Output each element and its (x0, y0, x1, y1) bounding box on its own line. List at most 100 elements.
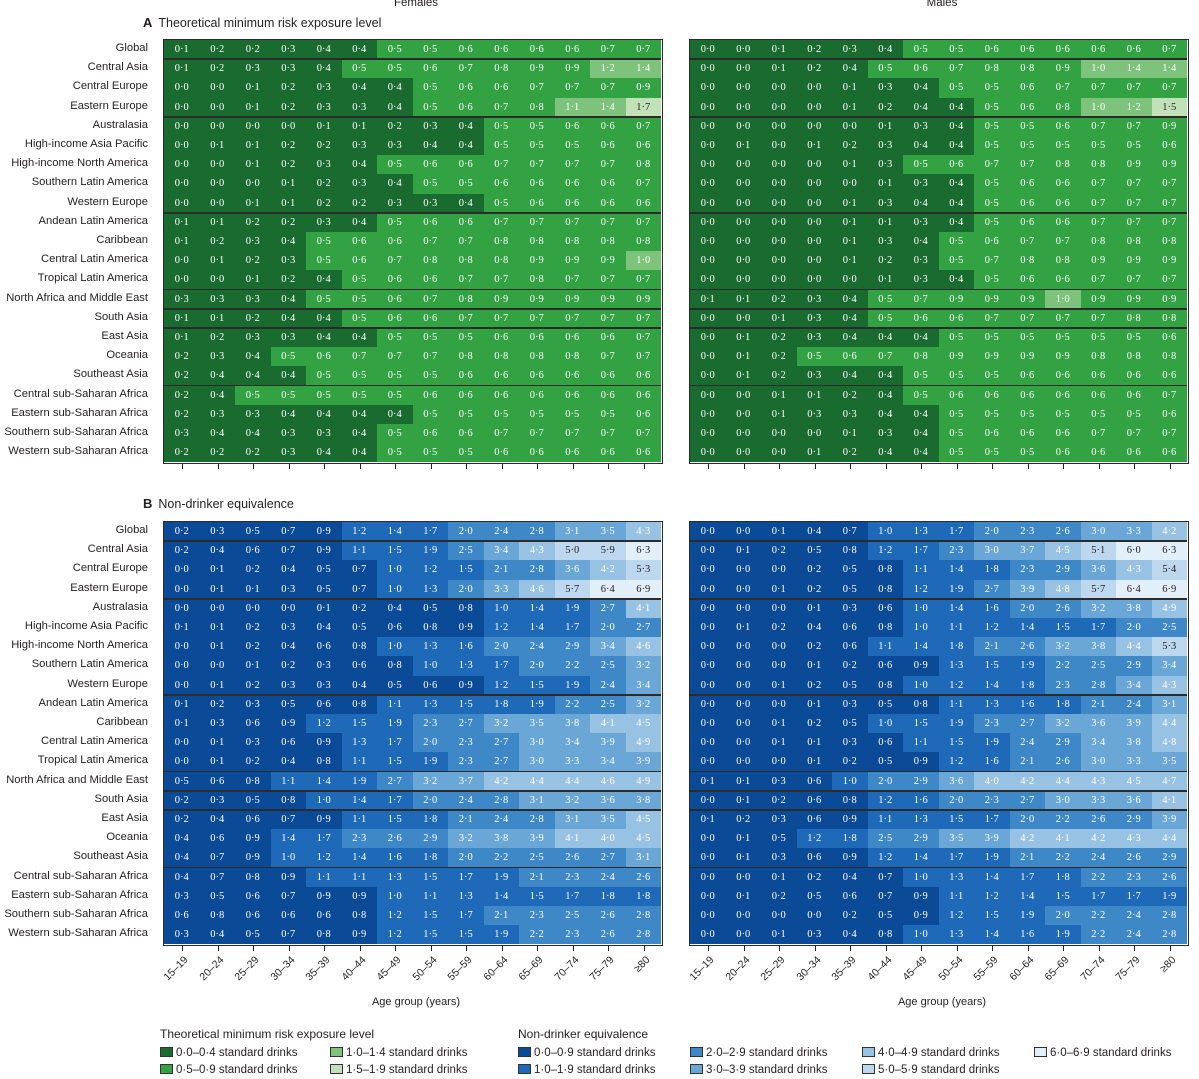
heatmap-cell: 3·2 (1045, 714, 1081, 734)
heatmap-cell: 0·5 (903, 155, 939, 175)
heatmap-cell: 0·6 (235, 714, 271, 734)
heatmap-cell: 0·4 (832, 59, 868, 79)
heatmap-cell: 0·6 (448, 424, 484, 444)
heatmap-cell: 2·8 (1151, 925, 1187, 945)
heatmap-cell: 0·5 (867, 59, 903, 79)
heatmap-cell: 1·3 (938, 867, 974, 887)
heatmap-cell: 0·7 (1009, 232, 1045, 252)
heatmap-cell: 0·2 (796, 867, 832, 887)
heatmap-cell: 0·9 (1009, 347, 1045, 367)
heatmap-cell: 2·6 (625, 867, 661, 887)
heatmap-cell: 0·0 (235, 116, 271, 136)
heatmap-cell: 0·5 (1009, 136, 1045, 156)
heatmap-cell: 0·4 (903, 78, 939, 98)
heatmap-cell: 0·0 (796, 193, 832, 213)
heatmap-cell: 0·5 (1080, 404, 1116, 424)
heatmap-cell: 0·2 (235, 443, 271, 463)
heatmap-cell: 3·4 (483, 541, 519, 561)
heatmap-cell: 2·8 (625, 925, 661, 945)
heatmap-cell: 0·4 (377, 78, 413, 98)
heatmap-cell: 1·4 (974, 925, 1010, 945)
heatmap-cell: 0·5 (974, 97, 1010, 117)
group-separator (164, 770, 661, 773)
heatmap-cell: 0·9 (1116, 289, 1152, 309)
heatmap-cell: 0·8 (1045, 251, 1081, 271)
heatmap-cell: 0·4 (867, 40, 903, 60)
heatmap-cell: 3·5 (1151, 752, 1187, 772)
heatmap-cell: 1·8 (974, 560, 1010, 580)
heatmap-cell: 0·4 (199, 424, 235, 444)
heatmap-cell: 4·1 (625, 598, 661, 618)
heatmap-cell: 1·9 (1009, 906, 1045, 926)
heatmap-cell: 0·4 (377, 598, 413, 618)
heatmap-cell: 0·6 (796, 810, 832, 830)
heatmap-cell: 1·8 (412, 810, 448, 830)
heatmap-cell: 0·0 (690, 637, 726, 657)
heatmap-cell: 0·8 (270, 790, 306, 810)
heatmap-cell: 1·2 (377, 906, 413, 926)
heatmap-cell: 0·7 (448, 308, 484, 328)
heatmap-cell: 1·3 (341, 733, 377, 753)
heatmap-cell: 3·7 (1009, 541, 1045, 561)
legend-item: 2·0–2·9 standard drinks (690, 1045, 827, 1062)
heatmap-cell: 0·6 (306, 637, 342, 657)
heatmap-cell: 0·7 (270, 541, 306, 561)
heatmap-cell: 0·9 (270, 714, 306, 734)
heatmap-cell: 0·7 (554, 212, 590, 232)
heatmap-cell: 0·0 (761, 212, 797, 232)
heatmap-cell: 1·2 (938, 752, 974, 772)
heatmap-cell: 0·7 (974, 308, 1010, 328)
heatmap-cell: 0·6 (796, 848, 832, 868)
heatmap-cell: 0·6 (590, 328, 626, 348)
x-tick-label: 15–19 (161, 954, 191, 984)
heatmap-cell: 0·0 (725, 232, 761, 252)
heatmap-cell: 1·0 (306, 790, 342, 810)
heatmap-cell: 0·6 (832, 618, 868, 638)
x-tick (466, 946, 468, 952)
heatmap-cell: 0·2 (270, 270, 306, 290)
heatmap-cell: 2·6 (377, 829, 413, 849)
heatmap-cell: 0·6 (938, 308, 974, 328)
heatmap-cell: 6·9 (1151, 579, 1187, 599)
heatmap-cell: 0·0 (796, 78, 832, 98)
heatmap-cell: 4·9 (1151, 598, 1187, 618)
heatmap-cell: 0·3 (903, 212, 939, 232)
heatmap-cell: 0·8 (306, 752, 342, 772)
heatmap-cell: 0·6 (1009, 78, 1045, 98)
heatmap-cell: 0·7 (590, 308, 626, 328)
x-tick (708, 946, 710, 952)
heatmap-cell: 3·2 (625, 694, 661, 714)
heatmap-cell: 0·2 (796, 40, 832, 60)
heatmap-cell: 0·5 (832, 560, 868, 580)
heatmap-cell: 0·9 (1009, 289, 1045, 309)
heatmap-cell: 3·1 (554, 810, 590, 830)
heatmap-cell: 0·6 (483, 385, 519, 405)
heatmap-cell: 1·9 (1045, 925, 1081, 945)
heatmap-cell: 0·0 (690, 193, 726, 213)
heatmap-cell: 0·6 (1009, 424, 1045, 444)
heatmap-cell: 1·1 (377, 694, 413, 714)
heatmap-cell: 1·7 (938, 848, 974, 868)
heatmap-cell: 2·0 (938, 790, 974, 810)
heatmap-cell: 0·5 (270, 694, 306, 714)
legend-swatch (518, 1064, 531, 1074)
heatmap-cell: 0·2 (725, 810, 761, 830)
heatmap-cell: 0·3 (270, 40, 306, 60)
heatmap-cell: 2·0 (448, 848, 484, 868)
heatmap-cell: 4·9 (625, 771, 661, 791)
panel-a-females-heatmap: 0·1 0·2 0·2 0·3 0·4 0·4 0·5 0·5 0·6 0·6 0·6 0·6 0·7 0… (163, 39, 663, 465)
heatmap-cell: 0·2 (832, 752, 868, 772)
heatmap-cell: 1·4 (590, 97, 626, 117)
heatmap-cell: 0·3 (164, 424, 200, 444)
heatmap-cell: 0·3 (199, 289, 235, 309)
x-tick (1027, 946, 1029, 952)
heatmap-cell: 2·4 (590, 867, 626, 887)
heatmap-cell: 1·9 (974, 733, 1010, 753)
heatmap-cell: 1·7 (483, 656, 519, 676)
x-tick (921, 464, 923, 470)
heatmap-cell: 0·0 (725, 40, 761, 60)
heatmap-cell: 0·7 (554, 78, 590, 98)
heatmap-cell: 0·3 (270, 424, 306, 444)
heatmap-cell: 0·7 (625, 116, 661, 136)
heatmap-cell: 0·7 (1080, 78, 1116, 98)
